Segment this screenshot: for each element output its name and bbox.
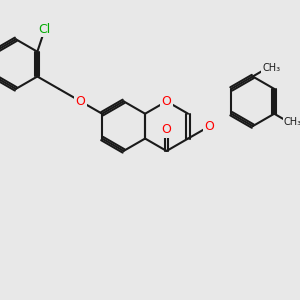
Text: O: O [162,95,172,108]
Text: O: O [76,95,85,108]
Text: CH₃: CH₃ [284,117,300,128]
Text: O: O [162,123,172,136]
Text: O: O [205,120,214,133]
Text: Cl: Cl [39,23,51,36]
Text: CH₃: CH₃ [262,63,280,73]
